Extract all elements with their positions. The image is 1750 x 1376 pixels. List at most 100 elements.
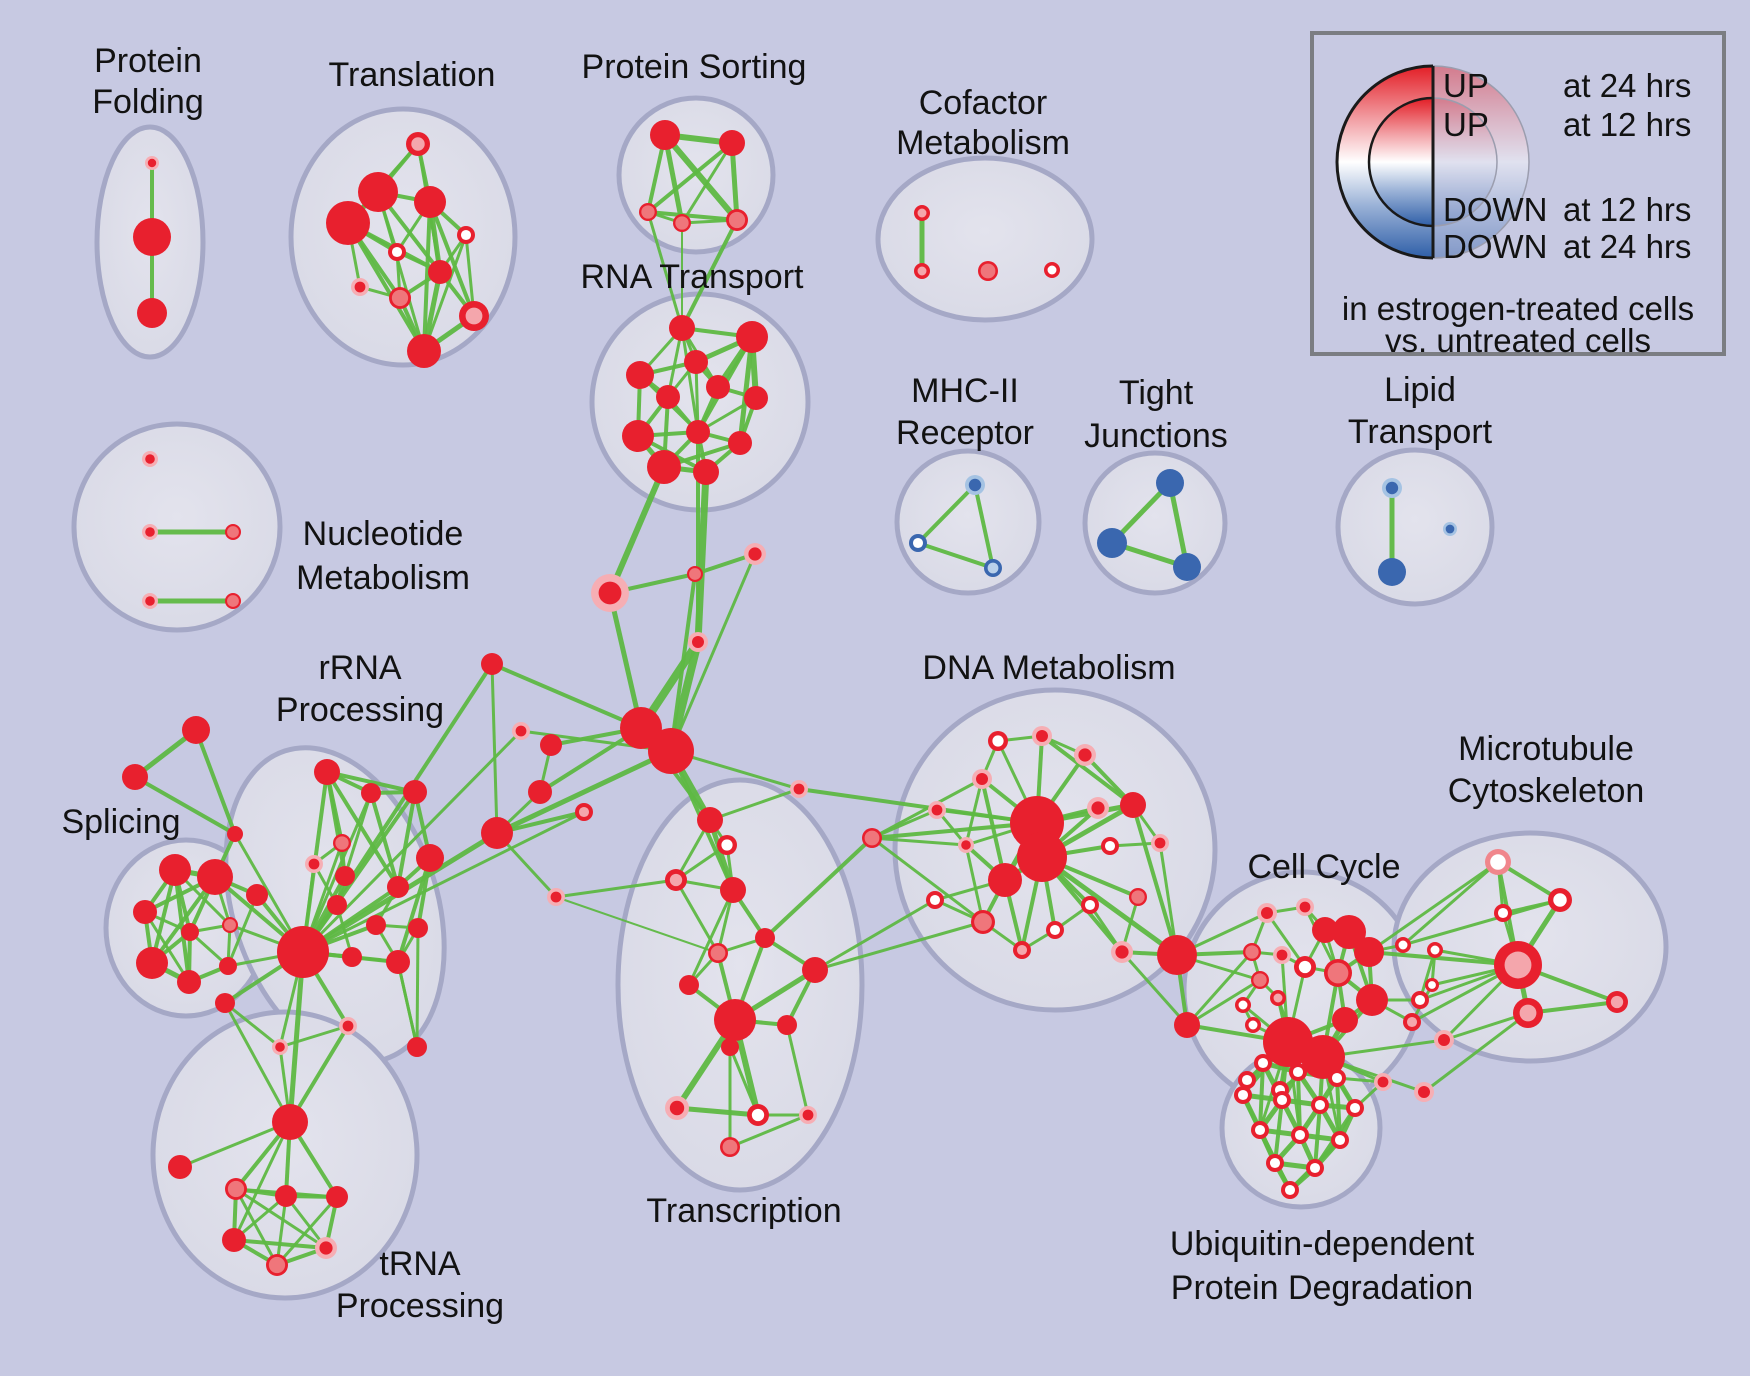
gene-node-111[interactable]: [665, 1096, 689, 1120]
gene-node-110[interactable]: [721, 1038, 739, 1056]
gene-node-62[interactable]: [122, 764, 148, 790]
gene-node-82[interactable]: [277, 926, 329, 978]
gene-node-10[interactable]: [351, 278, 369, 296]
gene-node-109[interactable]: [777, 1015, 797, 1035]
gene-node-32[interactable]: [728, 431, 752, 455]
gene-node-6[interactable]: [414, 186, 446, 218]
gene-node-169[interactable]: [1425, 978, 1439, 992]
gene-node-31[interactable]: [686, 420, 710, 444]
gene-node-144[interactable]: [1273, 946, 1291, 964]
gene-node-97[interactable]: [315, 1237, 337, 1259]
gene-node-131[interactable]: [1081, 896, 1099, 914]
gene-node-49[interactable]: [225, 524, 241, 540]
gene-node-23[interactable]: [669, 315, 695, 341]
gene-node-45[interactable]: [512, 722, 530, 740]
gene-node-22[interactable]: [1044, 262, 1060, 278]
gene-node-103[interactable]: [547, 888, 565, 906]
gene-node-61[interactable]: [182, 716, 210, 744]
gene-node-143[interactable]: [1243, 943, 1261, 961]
gene-node-3[interactable]: [406, 132, 430, 156]
gene-node-11[interactable]: [389, 287, 411, 309]
gene-node-132[interactable]: [1129, 888, 1147, 906]
gene-node-59[interactable]: [1378, 558, 1406, 586]
gene-node-105[interactable]: [708, 943, 728, 963]
gene-node-104[interactable]: [755, 928, 775, 948]
gene-node-159[interactable]: [1403, 1013, 1421, 1031]
gene-node-175[interactable]: [1234, 1086, 1252, 1104]
gene-node-142[interactable]: [1354, 937, 1384, 967]
gene-node-35[interactable]: [687, 566, 703, 582]
gene-node-122[interactable]: [1120, 792, 1146, 818]
gene-node-30[interactable]: [622, 420, 654, 452]
gene-node-177[interactable]: [1311, 1096, 1329, 1114]
gene-node-173[interactable]: [1289, 1063, 1307, 1081]
gene-node-44[interactable]: [481, 653, 503, 675]
gene-node-176[interactable]: [1273, 1091, 1291, 1109]
gene-node-46[interactable]: [481, 817, 513, 849]
gene-node-182[interactable]: [1266, 1154, 1284, 1172]
gene-node-184[interactable]: [1281, 1181, 1299, 1199]
gene-node-116[interactable]: [862, 828, 882, 848]
gene-node-76[interactable]: [333, 834, 351, 852]
gene-node-113[interactable]: [799, 1106, 817, 1124]
gene-node-24[interactable]: [736, 321, 768, 353]
gene-node-2[interactable]: [137, 298, 167, 328]
gene-node-1[interactable]: [133, 218, 171, 256]
gene-node-165[interactable]: [1548, 888, 1572, 912]
gene-node-101[interactable]: [665, 869, 687, 891]
gene-node-146[interactable]: [1324, 959, 1352, 987]
gene-node-84[interactable]: [408, 918, 428, 938]
gene-node-120[interactable]: [972, 769, 992, 789]
gene-node-87[interactable]: [215, 993, 235, 1013]
gene-node-19[interactable]: [914, 205, 930, 221]
gene-node-166[interactable]: [1494, 904, 1512, 922]
gene-node-53[interactable]: [909, 534, 927, 552]
gene-node-48[interactable]: [142, 524, 158, 540]
gene-node-147[interactable]: [1251, 971, 1269, 989]
gene-node-181[interactable]: [1331, 1131, 1349, 1149]
gene-node-38[interactable]: [688, 632, 708, 652]
gene-node-151[interactable]: [1332, 1007, 1358, 1033]
gene-node-129[interactable]: [988, 863, 1022, 897]
gene-node-21[interactable]: [978, 261, 998, 281]
gene-node-89[interactable]: [407, 1037, 427, 1057]
gene-node-134[interactable]: [1046, 921, 1064, 939]
gene-node-167[interactable]: [1494, 941, 1542, 989]
gene-node-95[interactable]: [326, 1186, 348, 1208]
gene-node-118[interactable]: [1032, 726, 1052, 746]
gene-node-125[interactable]: [1017, 832, 1067, 882]
gene-node-29[interactable]: [744, 386, 768, 410]
gene-node-86[interactable]: [386, 950, 410, 974]
gene-node-58[interactable]: [1382, 478, 1402, 498]
gene-node-130[interactable]: [926, 891, 944, 909]
gene-node-107[interactable]: [802, 957, 828, 983]
gene-node-136[interactable]: [1111, 941, 1133, 963]
gene-node-70[interactable]: [177, 970, 201, 994]
gene-node-158[interactable]: [1411, 991, 1429, 1009]
gene-node-138[interactable]: [1257, 903, 1277, 923]
gene-node-96[interactable]: [222, 1228, 246, 1252]
gene-node-72[interactable]: [246, 884, 268, 906]
gene-node-66[interactable]: [133, 900, 157, 924]
gene-node-139[interactable]: [1296, 898, 1314, 916]
gene-node-57[interactable]: [1173, 553, 1201, 581]
gene-node-68[interactable]: [222, 917, 238, 933]
gene-node-60[interactable]: [1443, 522, 1457, 536]
gene-node-127[interactable]: [1101, 837, 1119, 855]
gene-node-34[interactable]: [693, 459, 719, 485]
gene-node-14[interactable]: [650, 120, 680, 150]
gene-node-185[interactable]: [1374, 1073, 1392, 1091]
gene-node-8[interactable]: [388, 243, 406, 261]
gene-node-42[interactable]: [528, 780, 552, 804]
gene-node-88[interactable]: [272, 1039, 288, 1055]
gene-node-98[interactable]: [266, 1254, 288, 1276]
gene-node-65[interactable]: [197, 859, 233, 895]
gene-node-161[interactable]: [1414, 1082, 1434, 1102]
gene-node-135[interactable]: [1013, 941, 1031, 959]
gene-node-9[interactable]: [428, 260, 452, 284]
gene-node-91[interactable]: [272, 1104, 308, 1140]
gene-node-141[interactable]: [1332, 915, 1366, 949]
gene-node-71[interactable]: [219, 957, 237, 975]
gene-node-27[interactable]: [706, 375, 730, 399]
gene-node-149[interactable]: [1270, 990, 1286, 1006]
